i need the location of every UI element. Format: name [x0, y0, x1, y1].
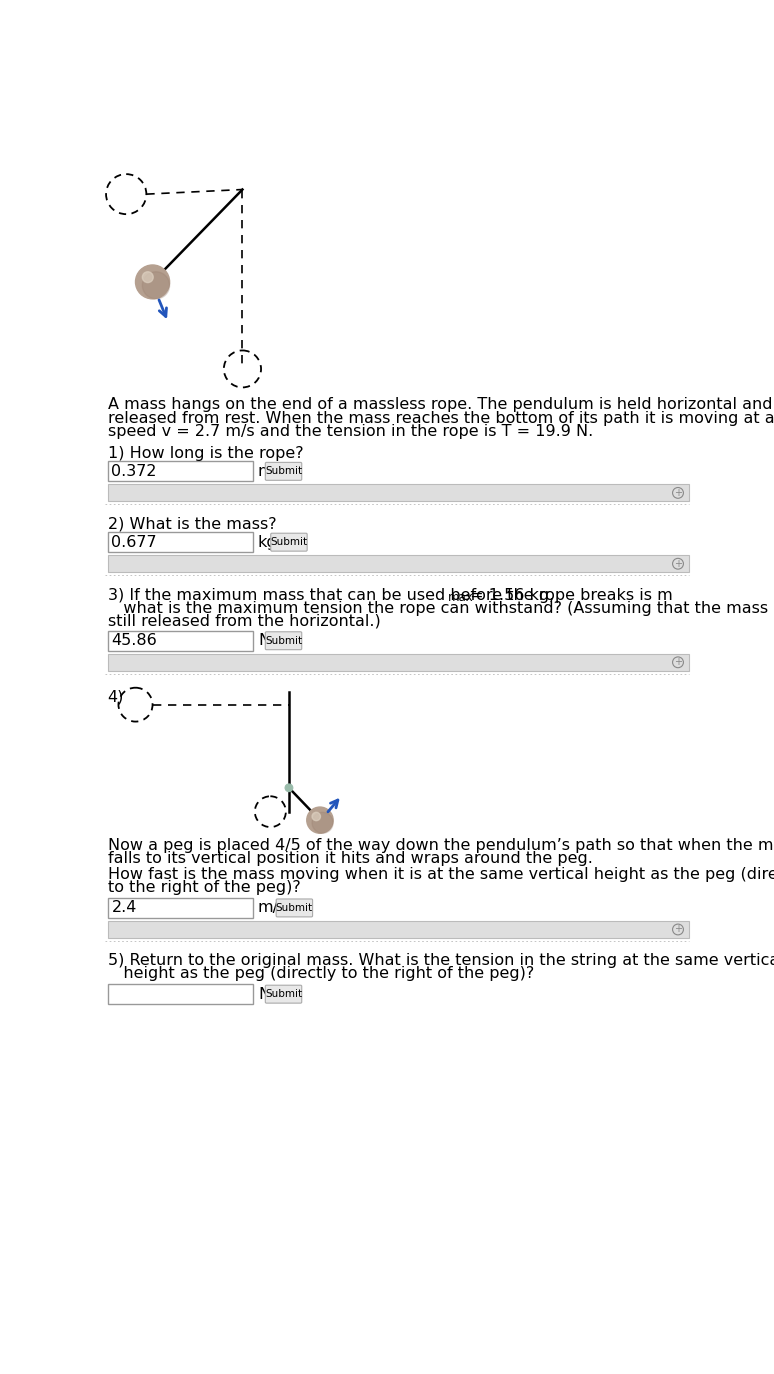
Bar — [108, 462, 253, 481]
FancyBboxPatch shape — [276, 899, 313, 916]
Text: still released from the horizontal.): still released from the horizontal.) — [108, 614, 380, 629]
Text: 5) Return to the original mass. What is the tension in the string at the same ve: 5) Return to the original mass. What is … — [108, 954, 774, 969]
Bar — [108, 532, 253, 552]
Text: 0.372: 0.372 — [111, 464, 157, 480]
Text: 45.86: 45.86 — [111, 633, 157, 649]
Text: speed v = 2.7 m/s and the tension in the rope is T = 19.9 N.: speed v = 2.7 m/s and the tension in the… — [108, 423, 593, 438]
FancyBboxPatch shape — [271, 533, 307, 551]
Circle shape — [307, 807, 333, 833]
Bar — [108, 631, 253, 651]
Circle shape — [285, 785, 293, 791]
Text: falls to its vertical position it hits and wraps around the peg.: falls to its vertical position it hits a… — [108, 851, 592, 866]
Text: Now a peg is placed 4/5 of the way down the pendulum’s path so that when the mas: Now a peg is placed 4/5 of the way down … — [108, 838, 774, 853]
Bar — [108, 555, 689, 572]
Text: Submit: Submit — [265, 636, 302, 646]
Text: 0.677: 0.677 — [111, 534, 157, 550]
FancyBboxPatch shape — [265, 463, 302, 481]
Circle shape — [135, 265, 170, 300]
Text: +: + — [674, 657, 682, 668]
FancyBboxPatch shape — [265, 632, 302, 650]
Text: 4): 4) — [108, 690, 124, 705]
Text: N: N — [258, 633, 270, 649]
Text: to the right of the peg)?: to the right of the peg)? — [108, 881, 300, 896]
Text: 2) What is the mass?: 2) What is the mass? — [108, 517, 276, 532]
Text: Submit: Submit — [270, 537, 307, 547]
Text: +: + — [674, 925, 682, 934]
Text: 3) If the maximum mass that can be used before the rope breaks is m: 3) If the maximum mass that can be used … — [108, 588, 673, 603]
Text: height as the peg (directly to the right of the peg)?: height as the peg (directly to the right… — [108, 966, 534, 981]
Text: max: max — [447, 591, 474, 603]
Bar — [108, 485, 689, 502]
Circle shape — [142, 272, 153, 283]
Bar — [108, 921, 689, 938]
Circle shape — [142, 272, 170, 300]
Text: +: + — [674, 488, 682, 497]
Text: 1) How long is the rope?: 1) How long is the rope? — [108, 447, 303, 460]
Bar — [108, 654, 689, 671]
Text: kg: kg — [258, 534, 278, 550]
Bar — [108, 899, 253, 918]
Text: m/s: m/s — [258, 900, 287, 915]
Circle shape — [312, 812, 333, 833]
Text: 2.4: 2.4 — [111, 900, 137, 915]
Text: released from rest. When the mass reaches the bottom of its path it is moving at: released from rest. When the mass reache… — [108, 411, 774, 426]
Text: = 1.56 kg,: = 1.56 kg, — [464, 588, 554, 603]
Text: m: m — [258, 464, 273, 480]
Text: Submit: Submit — [265, 466, 302, 477]
FancyBboxPatch shape — [265, 985, 302, 1003]
Text: what is the maximum tension the rope can withstand? (Assuming that the mass is: what is the maximum tension the rope can… — [108, 600, 774, 616]
Text: A mass hangs on the end of a massless rope. The pendulum is held horizontal and: A mass hangs on the end of a massless ro… — [108, 397, 772, 412]
Text: How fast is the mass moving when it is at the same vertical height as the peg (d: How fast is the mass moving when it is a… — [108, 867, 774, 882]
Text: +: + — [674, 559, 682, 569]
Text: Submit: Submit — [265, 989, 302, 999]
Text: N: N — [258, 987, 270, 1002]
Bar — [108, 984, 253, 1004]
Text: Submit: Submit — [276, 903, 313, 912]
Circle shape — [312, 812, 320, 820]
